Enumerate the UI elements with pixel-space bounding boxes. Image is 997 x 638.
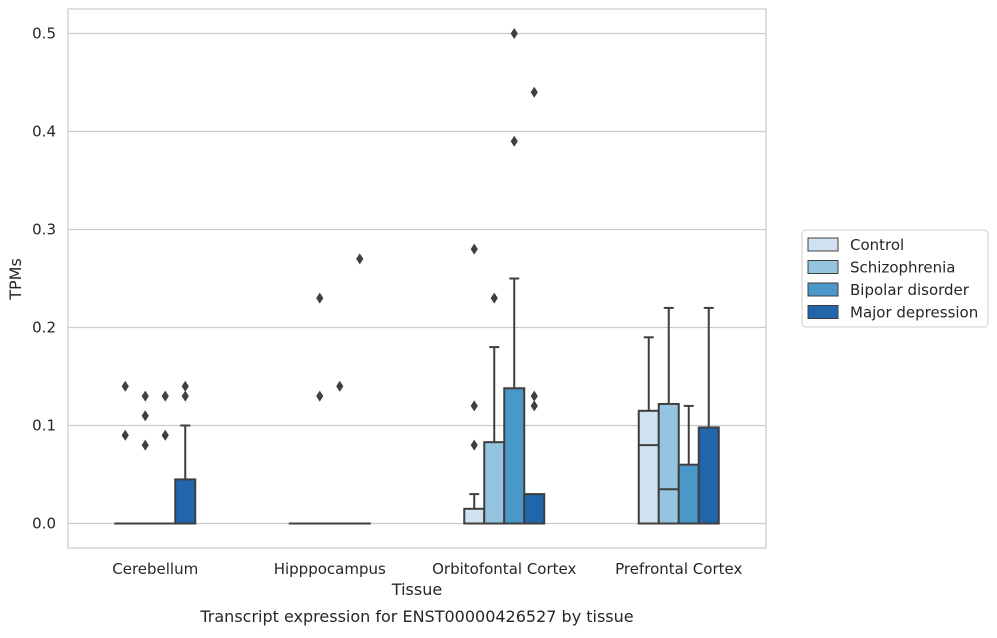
y-axis-ticks: 0.0 0.1 0.2 0.3 0.4 0.5 xyxy=(32,25,56,533)
box-body xyxy=(175,479,195,523)
box xyxy=(679,406,699,524)
legend-swatch xyxy=(808,283,838,296)
series-control xyxy=(115,244,659,524)
legend-swatch xyxy=(808,261,838,274)
box xyxy=(350,253,370,523)
box xyxy=(135,391,155,524)
box xyxy=(175,381,195,524)
outlier-point xyxy=(511,28,518,39)
x-tick-label: Cerebellum xyxy=(112,560,198,578)
y-tick-label: 0.1 xyxy=(32,417,56,435)
outlier-point xyxy=(162,391,169,402)
outlier-point xyxy=(316,293,323,304)
y-tick-label: 0.2 xyxy=(32,319,56,337)
x-axis-label: Tissue xyxy=(391,580,442,599)
legend-item: Major depression xyxy=(808,304,978,322)
box xyxy=(504,28,524,524)
box-body xyxy=(639,411,659,524)
outlier-point xyxy=(531,87,538,98)
box-body xyxy=(699,427,719,523)
outlier-point xyxy=(531,391,538,402)
outlier-point xyxy=(142,440,149,451)
outlier-point xyxy=(182,381,189,392)
box xyxy=(464,244,484,524)
y-tick-label: 0.0 xyxy=(32,515,56,533)
x-tick-label: Hipppocampus xyxy=(274,560,386,578)
outlier-point xyxy=(162,430,169,441)
box xyxy=(330,381,350,524)
y-tick-label: 0.4 xyxy=(32,123,56,141)
outlier-point xyxy=(316,391,323,402)
box xyxy=(699,308,719,524)
box-body xyxy=(504,388,524,523)
legend-label: Schizophrenia xyxy=(850,259,955,277)
box-body xyxy=(524,494,544,523)
outlier-point xyxy=(511,136,518,147)
legend-label: Control xyxy=(850,236,904,254)
chart-caption: Transcript expression for ENST0000042652… xyxy=(199,607,633,626)
legend-label: Bipolar disorder xyxy=(850,281,970,299)
y-tick-label: 0.5 xyxy=(32,25,56,43)
x-axis-ticks: Cerebellum Hipppocampus Orbitofontal Corte… xyxy=(112,560,742,578)
outlier-point xyxy=(471,440,478,451)
box xyxy=(659,308,679,524)
outlier-point xyxy=(336,381,343,392)
legend-swatch xyxy=(808,306,838,319)
legend-item: Control xyxy=(808,236,904,254)
outlier-point xyxy=(142,391,149,402)
box-groups xyxy=(115,28,719,524)
outlier-point xyxy=(122,381,129,392)
legend-item: Bipolar disorder xyxy=(808,281,970,299)
legend-swatch xyxy=(808,238,838,251)
box-body xyxy=(484,442,504,523)
outlier-point xyxy=(471,400,478,411)
outlier-point xyxy=(491,293,498,304)
legend-label: Major depression xyxy=(850,304,978,322)
series-major-depression xyxy=(175,87,719,524)
x-tick-label: Prefrontal Cortex xyxy=(615,560,742,578)
series-bipolar-disorder xyxy=(155,28,699,524)
outlier-point xyxy=(122,430,129,441)
y-tick-label: 0.3 xyxy=(32,221,56,239)
box-body xyxy=(679,465,699,524)
box xyxy=(115,381,135,524)
legend: Control Schizophrenia Bipolar disorder Majo… xyxy=(802,230,988,327)
outlier-point xyxy=(182,391,189,402)
y-axis-label: TPMs xyxy=(6,258,25,301)
box xyxy=(524,87,544,524)
box xyxy=(155,391,175,524)
legend-item: Schizophrenia xyxy=(808,259,955,277)
outlier-point xyxy=(142,410,149,421)
outlier-point xyxy=(531,400,538,411)
box-body xyxy=(464,509,484,524)
box xyxy=(639,337,659,523)
box-body xyxy=(659,404,679,524)
outlier-point xyxy=(356,253,363,264)
x-tick-label: Orbitofontal Cortex xyxy=(432,560,576,578)
outlier-point xyxy=(471,244,478,255)
